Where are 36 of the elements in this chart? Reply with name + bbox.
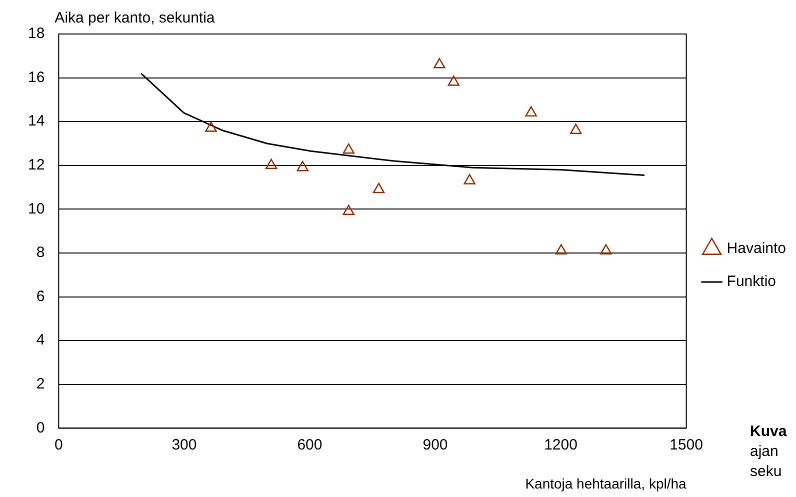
point [570, 124, 582, 134]
legend-label: Havainto [726, 240, 786, 258]
text: seku [750, 462, 783, 482]
x-axis-title: Kantoja hehtaarilla, kpl/ha [525, 475, 687, 492]
x-tick-label: 1500 [670, 436, 703, 454]
x-tick-label: 0 [54, 436, 63, 454]
point [525, 106, 537, 116]
x-tick-label: 600 [297, 436, 322, 454]
x-tick-label: 300 [172, 436, 197, 454]
y-tick-label: 12 [28, 156, 45, 174]
point [600, 244, 612, 254]
point [372, 182, 385, 194]
point [448, 76, 460, 86]
y-tick-label: 6 [36, 288, 45, 305]
y-tick-label: 16 [28, 68, 45, 86]
y-tick-label: 10 [28, 200, 45, 218]
point [342, 204, 354, 216]
point [464, 174, 476, 184]
x-tick-label: 900 [422, 436, 448, 454]
y-axis-title: Aika per kanto, sekuntia [54, 10, 216, 27]
y-tick-label: 2 [36, 376, 45, 393]
y-tick-label: 18 [28, 25, 45, 42]
text: Kuva [750, 422, 787, 442]
point [296, 160, 308, 172]
text: ajan [750, 442, 780, 462]
y-tick-label: 14 [28, 112, 45, 130]
point [555, 244, 568, 254]
point [342, 143, 354, 154]
y-tick-label: 8 [36, 244, 45, 262]
legend-label: Funktio [726, 273, 776, 290]
point [434, 58, 446, 68]
y-tick-label: 4 [36, 332, 45, 349]
x-tick-label: 1200 [544, 436, 578, 454]
point [265, 158, 278, 170]
y-tick-label: 0 [36, 419, 45, 436]
point [205, 122, 217, 132]
